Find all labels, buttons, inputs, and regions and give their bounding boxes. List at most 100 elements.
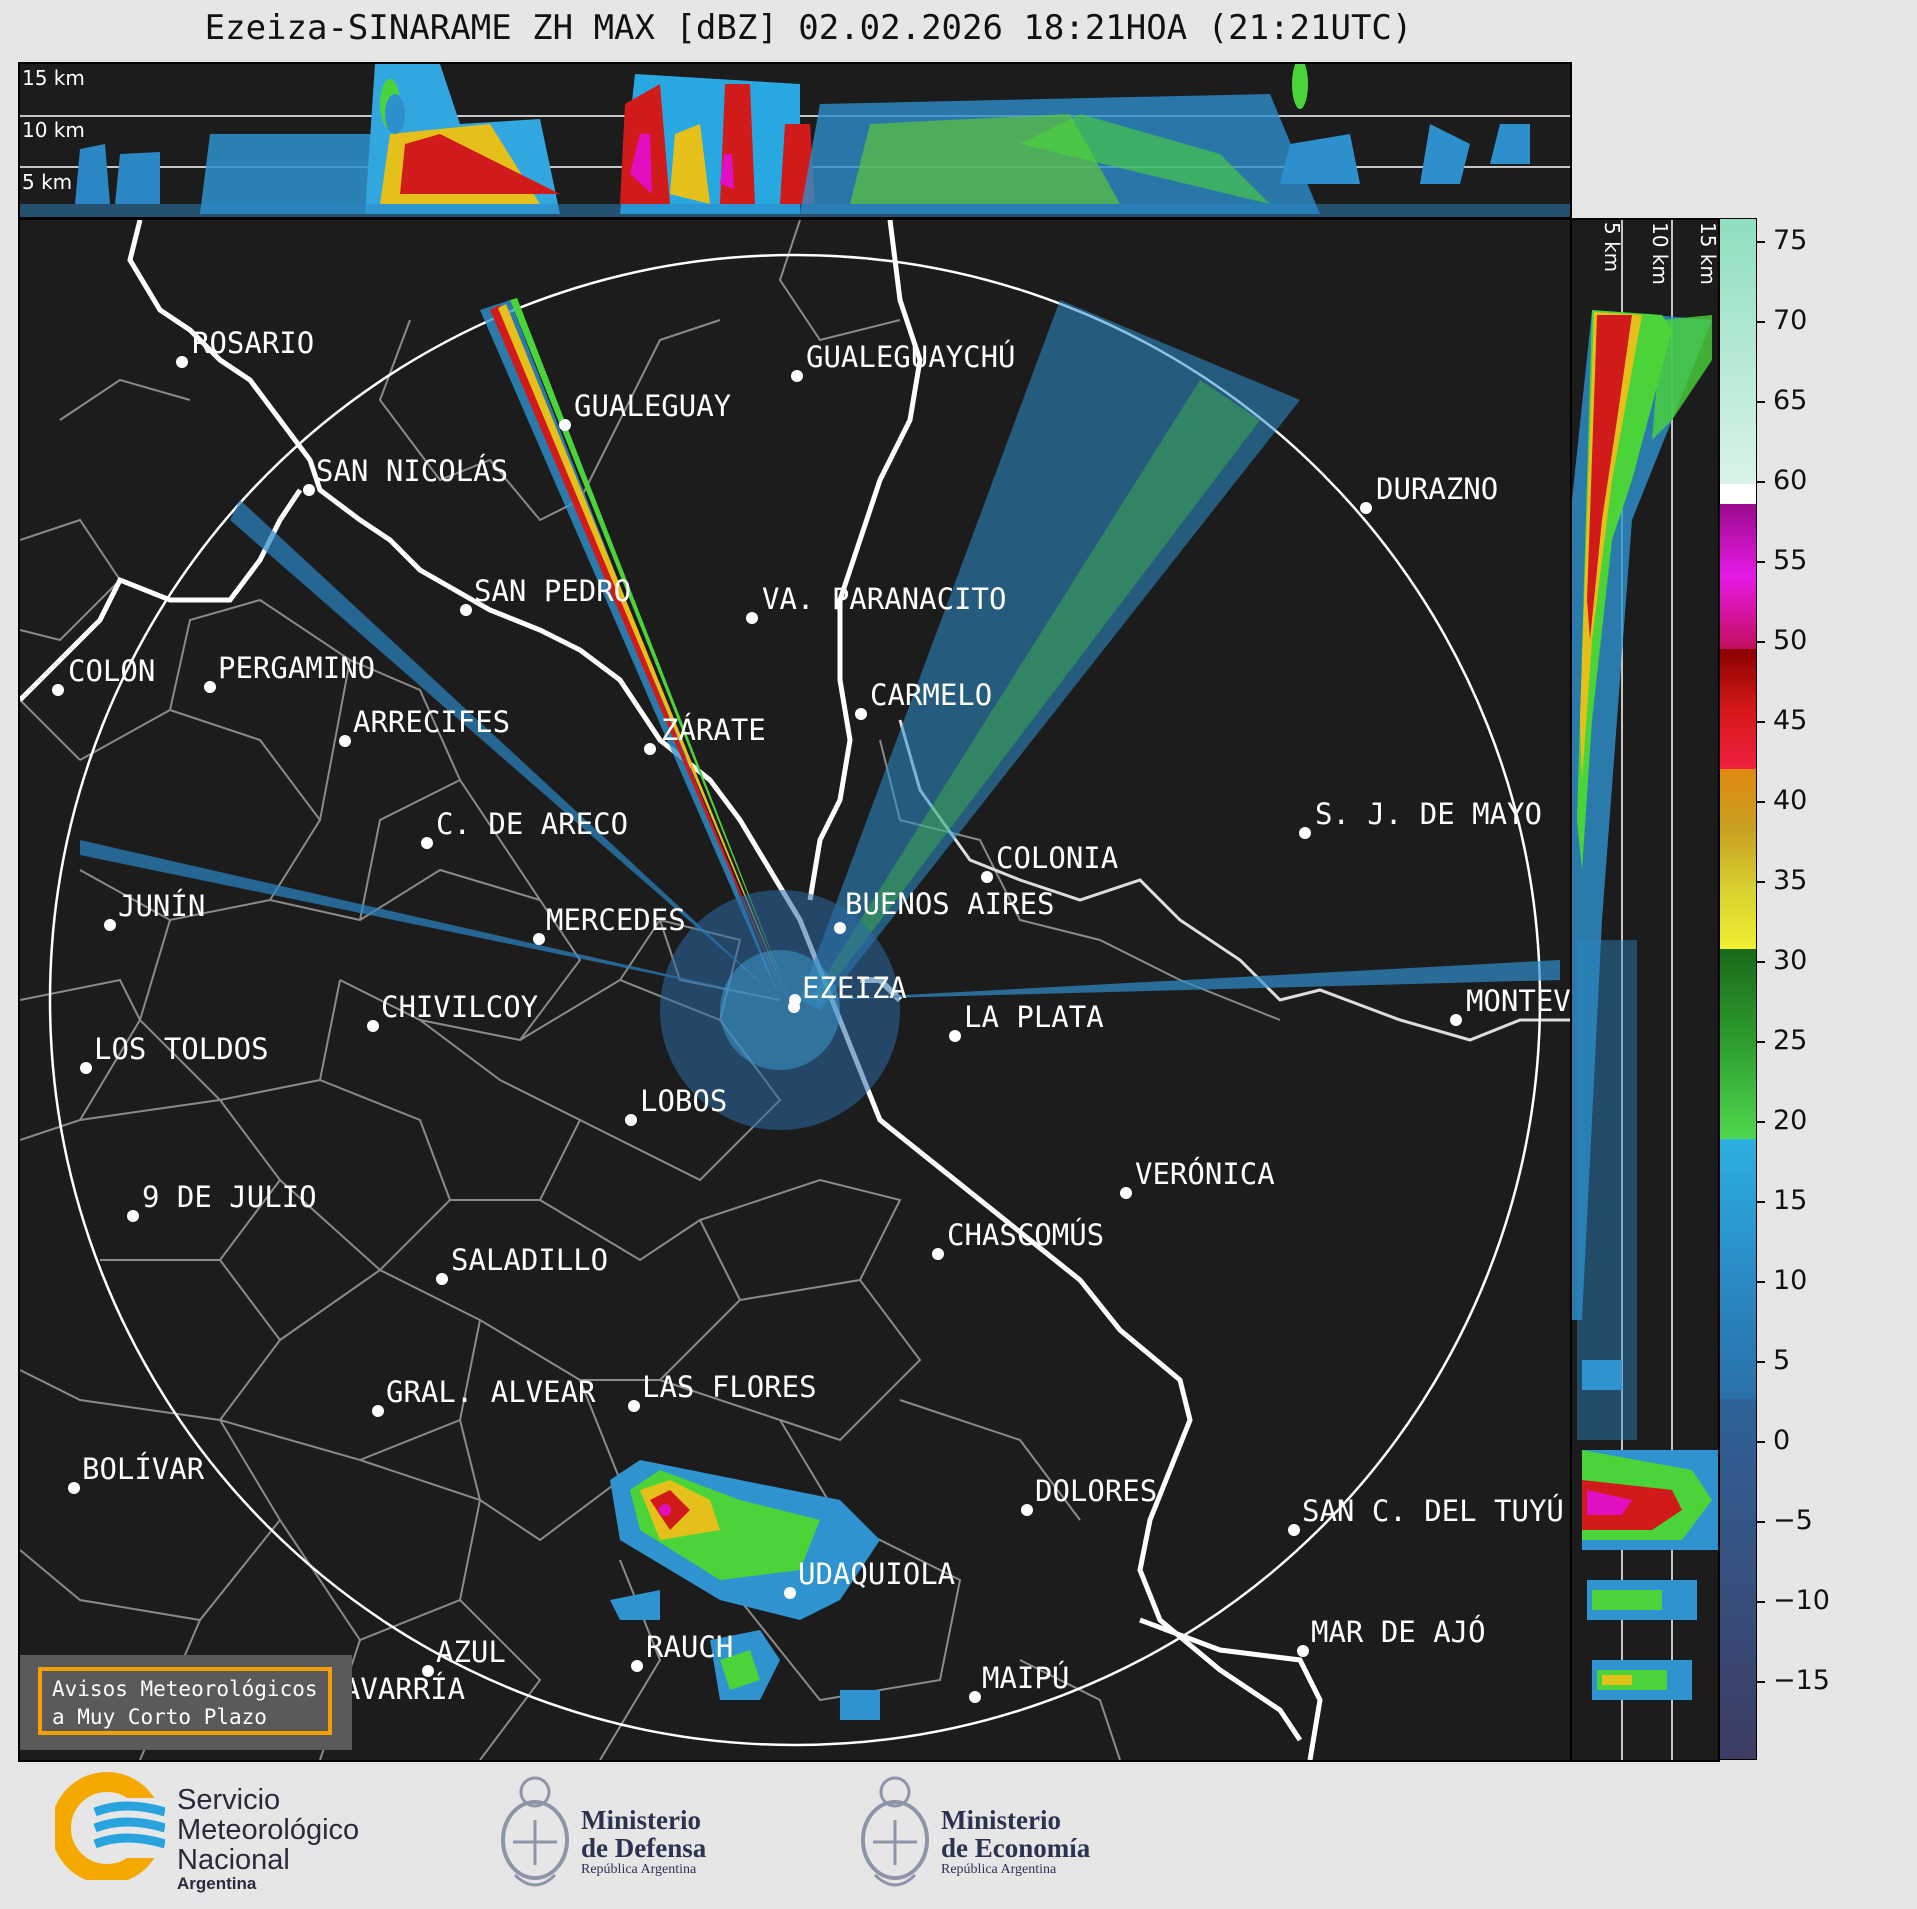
city-label-zarate: ZÁRATE xyxy=(661,713,766,747)
city-dot-maipu xyxy=(969,1691,981,1703)
colorbar-band-neg xyxy=(1720,1399,1756,1759)
city-dot-azul xyxy=(422,1665,434,1677)
city-dot-san-nicolas xyxy=(303,484,315,496)
city-label-junin: JUNÍN xyxy=(118,889,206,923)
city-dot-san-pedro xyxy=(460,604,472,616)
top-echo-profile xyxy=(20,64,1570,217)
city-dot-colonia xyxy=(981,871,993,883)
economia-line-2: de Economía xyxy=(941,1833,1091,1863)
city-label-va-paranacito: VA. PARANACITO xyxy=(762,582,1007,616)
defensa-line-3: República Argentina xyxy=(581,1862,697,1877)
city-label-rosario: ROSARIO xyxy=(192,326,315,360)
city-dot-montevideo xyxy=(1450,1014,1462,1026)
colorbar-tick-70: 70 xyxy=(1757,305,1807,336)
city-label-lobos: LOBOS xyxy=(640,1084,728,1118)
city-dot-saladillo xyxy=(436,1273,448,1285)
notice-box[interactable]: Avisos Meteorológicos a Muy Corto Plazo xyxy=(38,1667,332,1735)
city-label-gral-alvear: GRAL. ALVEAR xyxy=(386,1375,596,1409)
range-ring xyxy=(48,253,1542,1747)
city-label-la-plata: LA PLATA xyxy=(964,1000,1104,1034)
city-label-9-de-julio: 9 DE JULIO xyxy=(142,1180,317,1214)
city-dot-bolivar xyxy=(68,1482,80,1494)
city-dot-los-toldos xyxy=(80,1062,92,1074)
colorbar-tick-minus10: −10 xyxy=(1757,1585,1830,1616)
colorbar-tick-25: 25 xyxy=(1757,1025,1807,1056)
city-dot-veronica xyxy=(1120,1187,1132,1199)
city-label-arrecifes: ARRECIFES xyxy=(353,705,511,739)
city-dot-chascomus xyxy=(932,1248,944,1260)
colorbar-band-60 xyxy=(1720,484,1756,504)
city-label-veronica: VERÓNICA xyxy=(1135,1157,1275,1191)
city-dot-arrecifes xyxy=(339,735,351,747)
city-label-maipu: MAIPÚ xyxy=(982,1661,1070,1695)
economia-text: Ministerio de Economía República Argenti… xyxy=(941,1806,1090,1878)
colorbar-tick-0: 0 xyxy=(1757,1425,1790,1456)
city-label-colonia: COLONIA xyxy=(996,841,1119,875)
coat-of-arms-icon xyxy=(861,1776,929,1887)
city-dot-udaquiola xyxy=(784,1587,796,1599)
city-label-dolores: DOLORES xyxy=(1035,1474,1158,1508)
height-label-10km: 10 km xyxy=(22,118,85,142)
colorbar-tick-35: 35 xyxy=(1757,865,1807,896)
economia-line-3: República Argentina xyxy=(941,1862,1057,1877)
city-label-colon: COLON xyxy=(68,654,156,688)
colorbar-tick-30: 30 xyxy=(1757,945,1807,976)
radar-map[interactable]: ROSARIO GUALEGUAYCHÚ GUALEGUAY SAN NICOL… xyxy=(18,218,1572,1762)
colorbar xyxy=(1719,218,1757,1760)
city-dot-junin xyxy=(104,919,116,931)
colorbar-tick-10: 10 xyxy=(1757,1265,1807,1296)
city-label-carmelo: CARMELO xyxy=(870,678,993,712)
city-label-udaquiola: UDAQUIOLA xyxy=(798,1557,956,1591)
city-label-pergamino: PERGAMINO xyxy=(218,651,376,685)
smn-line-1: Servicio xyxy=(177,1784,281,1816)
city-label-montevideo: MONTEV xyxy=(1466,984,1571,1018)
city-label-saladillo: SALADILLO xyxy=(451,1243,609,1277)
smn-text: Servicio Meteorológico Nacional Argentin… xyxy=(177,1785,359,1893)
city-label-mercedes: MERCEDES xyxy=(546,903,686,937)
smn-emblem-icon xyxy=(55,1772,165,1880)
side-cross-section-panel: 5 km 10 km 15 km xyxy=(1570,218,1720,1762)
colorbar-tick-minus15: −15 xyxy=(1757,1665,1830,1696)
colorbar-band-50-58 xyxy=(1720,504,1756,649)
coastline-layer xyxy=(20,220,1570,1760)
colorbar-tick-60: 60 xyxy=(1757,465,1807,496)
smn-line-4: Argentina xyxy=(177,1874,257,1893)
height-label-15km: 15 km xyxy=(22,66,85,90)
city-label-los-toldos: LOS TOLDOS xyxy=(94,1032,269,1066)
colorbar-tick-minus5: −5 xyxy=(1757,1505,1813,1536)
city-label-las-flores: LAS FLORES xyxy=(642,1370,817,1404)
economia-line-1: Ministerio xyxy=(941,1805,1061,1835)
notice-line-2: a Muy Corto Plazo xyxy=(52,1705,267,1729)
city-dot-buenos-aires xyxy=(834,922,846,934)
city-dot-mar-de-ajo xyxy=(1297,1645,1309,1657)
city-label-san-pedro: SAN PEDRO xyxy=(474,574,632,608)
city-dot-durazno xyxy=(1360,502,1372,514)
city-label-rauch: RAUCH xyxy=(646,1630,734,1664)
city-dot-pergamino xyxy=(204,681,216,693)
height-label-5km: 5 km xyxy=(22,170,73,194)
city-dot-dolores xyxy=(1021,1504,1033,1516)
colorbar-tick-55: 55 xyxy=(1757,545,1807,576)
smn-line-2: Meteorológico xyxy=(177,1814,360,1846)
city-dot-ezeiza xyxy=(788,1001,800,1013)
city-label-san-c-del-tuyu: SAN C. DEL TUYÚ xyxy=(1302,1494,1564,1528)
colorbar-tick-15: 15 xyxy=(1757,1185,1807,1216)
city-label-gualeguay: GUALEGUAY xyxy=(574,389,732,423)
city-dot-gualeguaychu xyxy=(791,370,803,382)
defensa-line-2: de Defensa xyxy=(581,1833,707,1863)
city-label-chivilcoy: CHIVILCOY xyxy=(381,990,539,1024)
city-label-chascomus: CHASCOMÚS xyxy=(947,1218,1105,1252)
colorbar-tick-75: 75 xyxy=(1757,225,1807,256)
city-label-sj-de-mayo: S. J. DE MAYO xyxy=(1315,797,1542,831)
notice-panel[interactable]: Avisos Meteorológicos a Muy Corto Plazo xyxy=(20,1655,352,1750)
reflectivity-echoes xyxy=(80,298,1560,1720)
city-label-bolivar: BOLÍVAR xyxy=(82,1452,205,1486)
city-label-mar-de-ajo: MAR DE AJÓ xyxy=(1311,1615,1486,1649)
side-height-label-15km: 15 km xyxy=(1696,222,1720,285)
defensa-text: Ministerio de Defensa República Argentin… xyxy=(581,1806,706,1878)
city-dot-gral-alvear xyxy=(372,1405,384,1417)
colorbar-tick-65: 65 xyxy=(1757,385,1807,416)
colorbar-band-18-30 xyxy=(1720,949,1756,1139)
city-dot-colon xyxy=(52,684,64,696)
colorbar-tick-5: 5 xyxy=(1757,1345,1790,1376)
